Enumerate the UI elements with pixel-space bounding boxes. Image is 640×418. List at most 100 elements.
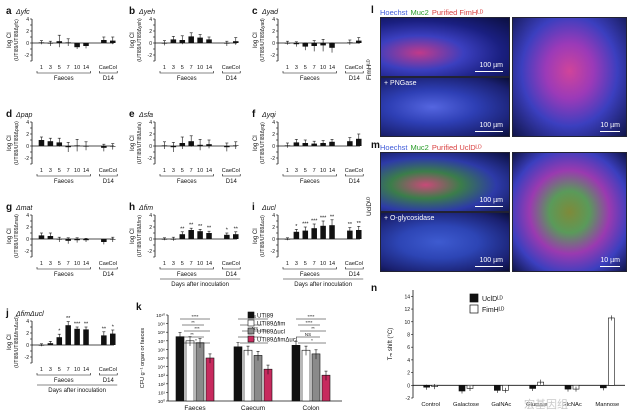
stain-muc2-label: Muc2 <box>410 8 429 17</box>
x-tick-label: 7 <box>313 65 316 71</box>
y-tick-label: 10⁴ <box>158 365 165 371</box>
x-tick-label: Cae <box>99 168 109 174</box>
y-tick-label: 10² <box>158 382 165 388</box>
scale-bar <box>475 70 503 72</box>
faeces-label: Faeces <box>177 76 197 82</box>
y-axis-label: log CI <box>253 32 259 48</box>
y-tick-label: 2 <box>149 225 152 231</box>
scale-label: 100 µm <box>479 62 504 69</box>
significance-star: ** <box>180 226 185 232</box>
y-tick-label: -2 <box>148 53 153 59</box>
y-tick-label: 0 <box>272 41 275 47</box>
panel-letter-n: n <box>371 283 378 294</box>
significance-label: *** <box>194 326 200 331</box>
group-bracket <box>345 71 364 74</box>
y-tick-label: 4 <box>149 213 152 219</box>
y-axis-sublabel: (UTI89/UTI89Δyfc) <box>14 19 20 61</box>
y-tick-label: 2 <box>26 132 29 138</box>
y-axis-label: log CI <box>253 135 259 151</box>
y-axis-sublabel: (UTI89/UTI89Δyad) <box>260 18 266 62</box>
panel-letter-g: g <box>6 202 12 213</box>
panel-title: Δyeh <box>138 9 155 16</box>
y-tick-label: 10⁸ <box>158 330 165 336</box>
scale-label: 100 µm <box>479 122 504 129</box>
x-tick-label: Col <box>232 65 240 71</box>
x-tick-label: 7 <box>67 65 70 71</box>
y-tick-label: 0 <box>26 144 29 150</box>
y-tick-label: 4 <box>149 120 152 126</box>
bar <box>347 230 353 239</box>
x-tick-label: Col <box>232 168 240 174</box>
faeces-label: Faeces <box>177 179 197 185</box>
x-tick-label: 1 <box>40 367 43 373</box>
y-tick-label: 2 <box>407 371 410 377</box>
x-tick-label: 1 <box>40 65 43 71</box>
micrograph-l-zoom: 10 µm <box>512 17 627 137</box>
x-tick-label: 3 <box>49 261 52 267</box>
stain-muc2-label: Muc2 <box>410 143 429 152</box>
stain-purified-label: Purified FimHᴸᴰ <box>431 8 484 17</box>
significance-star: * <box>112 325 115 331</box>
group-bracket <box>345 174 364 177</box>
scale-label: 100 µm <box>479 197 504 204</box>
y-tick-label: 0 <box>149 237 152 243</box>
y-tick-label: -2 <box>25 249 30 255</box>
legend-swatch <box>247 311 255 319</box>
significance-label: NS <box>252 326 258 331</box>
y-tick-label: -2 <box>25 53 30 59</box>
legend-swatch <box>247 335 255 343</box>
x-tick-label: 7 <box>67 261 70 267</box>
pngase-label: + PNGase <box>384 80 417 87</box>
bar <box>185 340 195 402</box>
bar <box>195 342 205 402</box>
legend-label: FimHᴸᴰ <box>482 307 504 314</box>
significance-label: **** <box>307 314 314 319</box>
legend-label: UTI89Δucl <box>257 330 285 336</box>
legend-swatch <box>247 319 255 327</box>
significance-label: ** <box>311 326 315 331</box>
significance-star: *** <box>302 222 309 228</box>
x-tick-label: 1 <box>40 261 43 267</box>
bar <box>302 230 309 239</box>
y-axis-label: log CI <box>130 228 136 244</box>
x-tick-label: 5 <box>181 65 184 71</box>
legend-swatch <box>247 327 255 335</box>
panel-letter-c: c <box>252 6 258 17</box>
significance-star: ** <box>348 222 353 228</box>
x-tick-label: Col <box>355 168 363 174</box>
d14-label: D14 <box>349 179 361 185</box>
significance-star: ** <box>66 316 71 322</box>
x-tick-label: 14 <box>83 168 89 174</box>
x-tick-label: Cae <box>345 65 355 71</box>
x-tick-label: 14 <box>329 65 335 71</box>
faeces-label: Faeces <box>54 272 74 278</box>
x-tick-label: 10 <box>197 65 203 71</box>
significance-label: ** <box>190 332 194 337</box>
y-tick-label: 10⁰ <box>158 399 165 405</box>
group-bracket <box>159 174 214 177</box>
y-tick-label: -2 <box>271 249 276 255</box>
bar <box>188 230 194 239</box>
x-tick-label: Col <box>109 367 117 373</box>
x-tick-label: 5 <box>304 168 307 174</box>
bar <box>233 346 243 402</box>
x-tick-label: 3 <box>295 168 298 174</box>
d14-label: D14 <box>103 179 115 185</box>
y-axis-sublabel: (UTI89/UTI89Δmat) <box>14 214 20 258</box>
x-tick-label: 1 <box>286 65 289 71</box>
panel-title: Δyqi <box>261 112 276 119</box>
y-tick-label: 10³ <box>158 373 165 379</box>
y-tick-label: 12 <box>404 307 410 313</box>
scale-bar <box>475 205 503 207</box>
x-tick-label: Cae <box>345 168 355 174</box>
y-tick-label: 2 <box>26 29 29 35</box>
y-tick-label: 6 <box>407 345 410 351</box>
panel-letter-h: h <box>129 202 135 213</box>
x-tick-label: 7 <box>190 168 193 174</box>
group-bracket <box>282 174 337 177</box>
significance-label: * <box>311 338 313 343</box>
x-tick-label: 14 <box>329 168 335 174</box>
x-tick-label: 3 <box>172 261 175 267</box>
legend-label: UTI89Δfim <box>257 322 285 328</box>
significance-star: ** <box>189 223 194 229</box>
